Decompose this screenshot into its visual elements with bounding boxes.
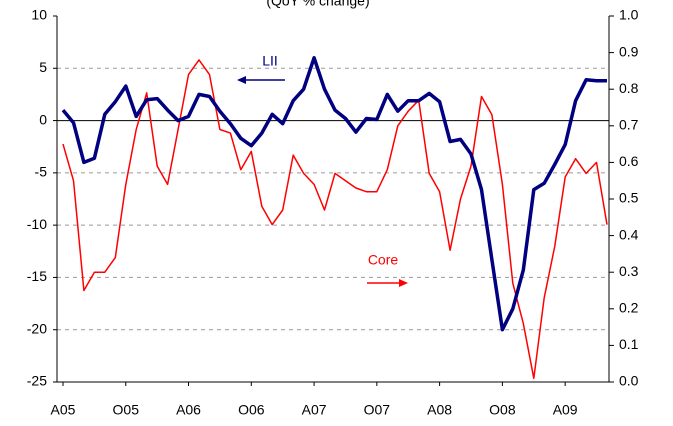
lii-arrowhead bbox=[237, 76, 246, 84]
y-tick-label: -25 bbox=[27, 373, 47, 389]
y2-tick-label: 0.0 bbox=[619, 373, 639, 389]
core-label: Core bbox=[368, 252, 399, 268]
y-tick-label: -20 bbox=[27, 320, 47, 336]
y-tick-label: -5 bbox=[35, 164, 48, 180]
x-tick-label: A06 bbox=[176, 402, 201, 418]
y2-tick-label: 0.3 bbox=[619, 263, 639, 279]
x-tick-label: A08 bbox=[427, 402, 452, 418]
x-tick-label: O08 bbox=[489, 402, 516, 418]
y-tick-label: 10 bbox=[31, 7, 47, 23]
y-tick-label: 0 bbox=[39, 111, 47, 127]
y-tick-label: -10 bbox=[27, 216, 47, 232]
y2-tick-label: 0.5 bbox=[619, 190, 639, 206]
y2-tick-label: 1.0 bbox=[619, 7, 639, 23]
core-arrowhead bbox=[399, 279, 408, 287]
y-tick-label: -15 bbox=[27, 268, 47, 284]
y2-tick-label: 0.2 bbox=[619, 300, 639, 316]
y2-tick-label: 0.6 bbox=[619, 153, 639, 169]
x-tick-label: O05 bbox=[113, 402, 140, 418]
x-tick-label: O06 bbox=[238, 402, 265, 418]
chart-title: (QoY % change) bbox=[266, 0, 369, 9]
x-tick-label: A05 bbox=[51, 402, 76, 418]
y2-tick-label: 0.1 bbox=[619, 336, 639, 352]
y-tick-label: 5 bbox=[39, 59, 47, 75]
y2-tick-label: 0.7 bbox=[619, 117, 639, 133]
y2-tick-label: 0.9 bbox=[619, 43, 639, 59]
y2-tick-label: 0.4 bbox=[619, 226, 639, 242]
y2-tick-label: 0.8 bbox=[619, 80, 639, 96]
x-tick-label: A09 bbox=[553, 402, 578, 418]
lii-label: LII bbox=[262, 53, 278, 69]
x-tick-label: A07 bbox=[302, 402, 327, 418]
x-tick-label: O07 bbox=[364, 402, 391, 418]
series-line bbox=[61, 56, 607, 332]
